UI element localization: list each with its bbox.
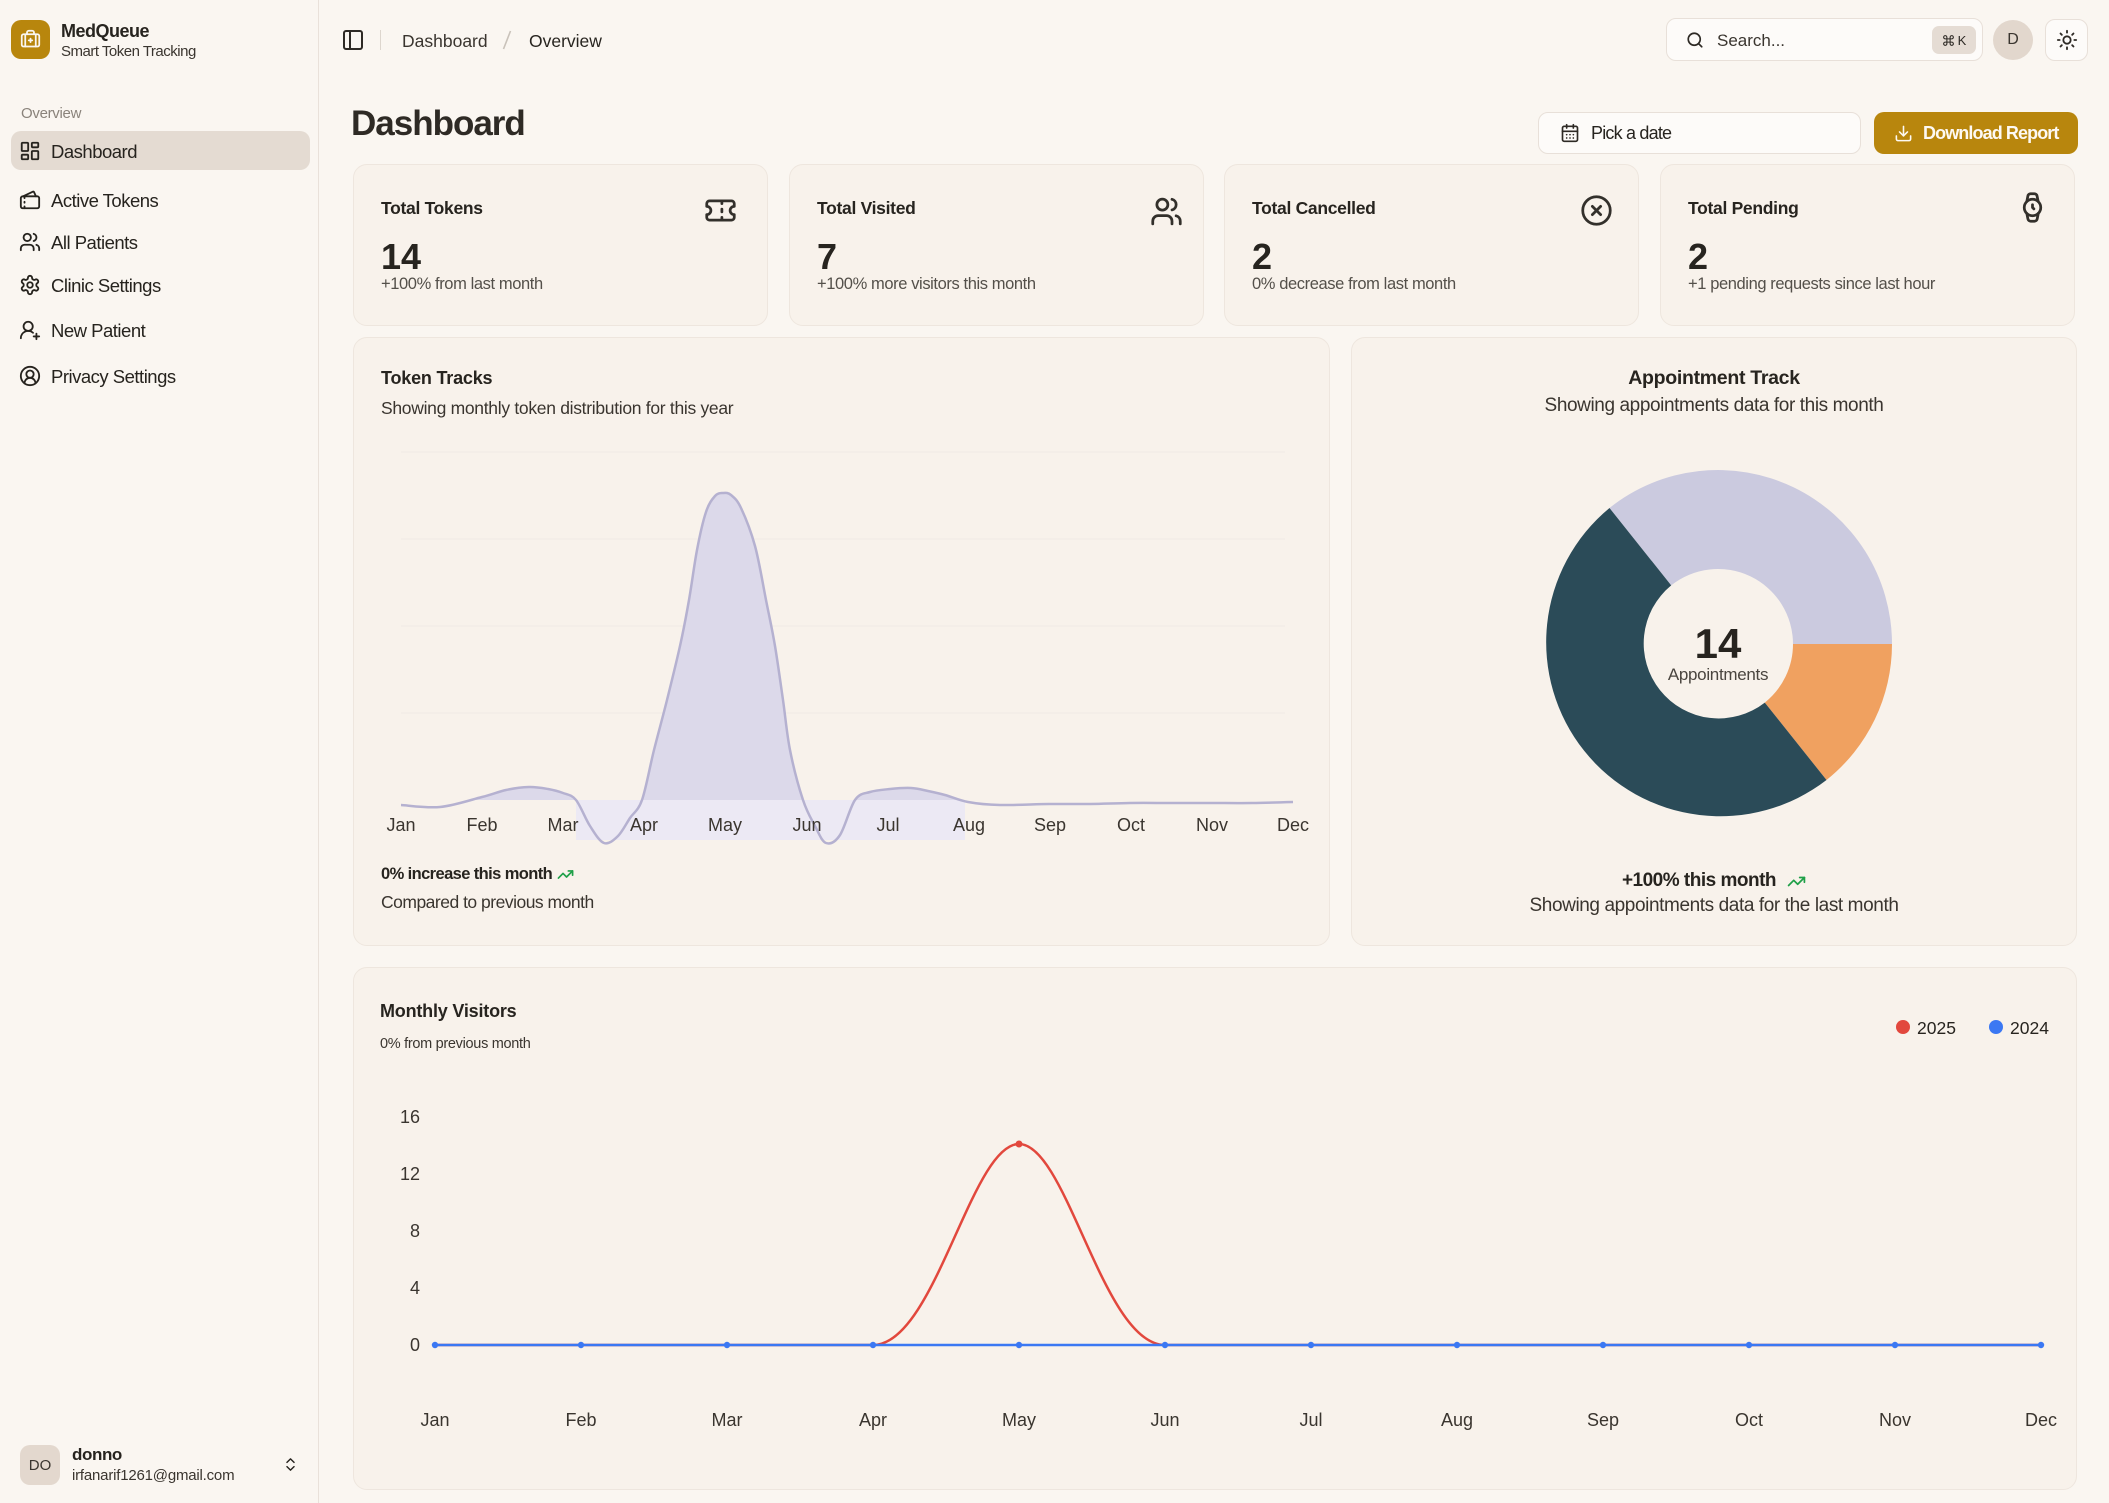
svg-text:Apr: Apr	[859, 1410, 887, 1430]
svg-text:16: 16	[400, 1107, 420, 1127]
svg-text:Jul: Jul	[1299, 1410, 1322, 1430]
svg-text:Mar: Mar	[712, 1410, 743, 1430]
svg-text:Jan: Jan	[420, 1410, 449, 1430]
svg-text:Jun: Jun	[1150, 1410, 1179, 1430]
svg-text:Sep: Sep	[1034, 815, 1066, 835]
svg-text:Aug: Aug	[1441, 1410, 1473, 1430]
svg-text:12: 12	[400, 1164, 420, 1184]
svg-text:0: 0	[410, 1335, 420, 1355]
svg-text:Apr: Apr	[630, 815, 658, 835]
svg-text:May: May	[1002, 1410, 1036, 1430]
svg-text:14: 14	[1695, 620, 1742, 667]
svg-text:May: May	[708, 815, 742, 835]
svg-text:Dec: Dec	[1277, 815, 1309, 835]
svg-text:Nov: Nov	[1196, 815, 1228, 835]
svg-text:Jun: Jun	[792, 815, 821, 835]
svg-text:Dec: Dec	[2025, 1410, 2057, 1430]
svg-text:Jul: Jul	[876, 815, 899, 835]
svg-text:Oct: Oct	[1117, 815, 1145, 835]
svg-text:8: 8	[410, 1221, 420, 1241]
svg-text:Oct: Oct	[1735, 1410, 1763, 1430]
svg-text:Mar: Mar	[548, 815, 579, 835]
svg-text:Feb: Feb	[466, 815, 497, 835]
svg-text:Feb: Feb	[565, 1410, 596, 1430]
svg-text:Appointments: Appointments	[1668, 665, 1768, 684]
svg-text:Aug: Aug	[953, 815, 985, 835]
svg-text:Sep: Sep	[1587, 1410, 1619, 1430]
svg-text:4: 4	[410, 1278, 420, 1298]
svg-text:Nov: Nov	[1879, 1410, 1911, 1430]
svg-text:Jan: Jan	[386, 815, 415, 835]
